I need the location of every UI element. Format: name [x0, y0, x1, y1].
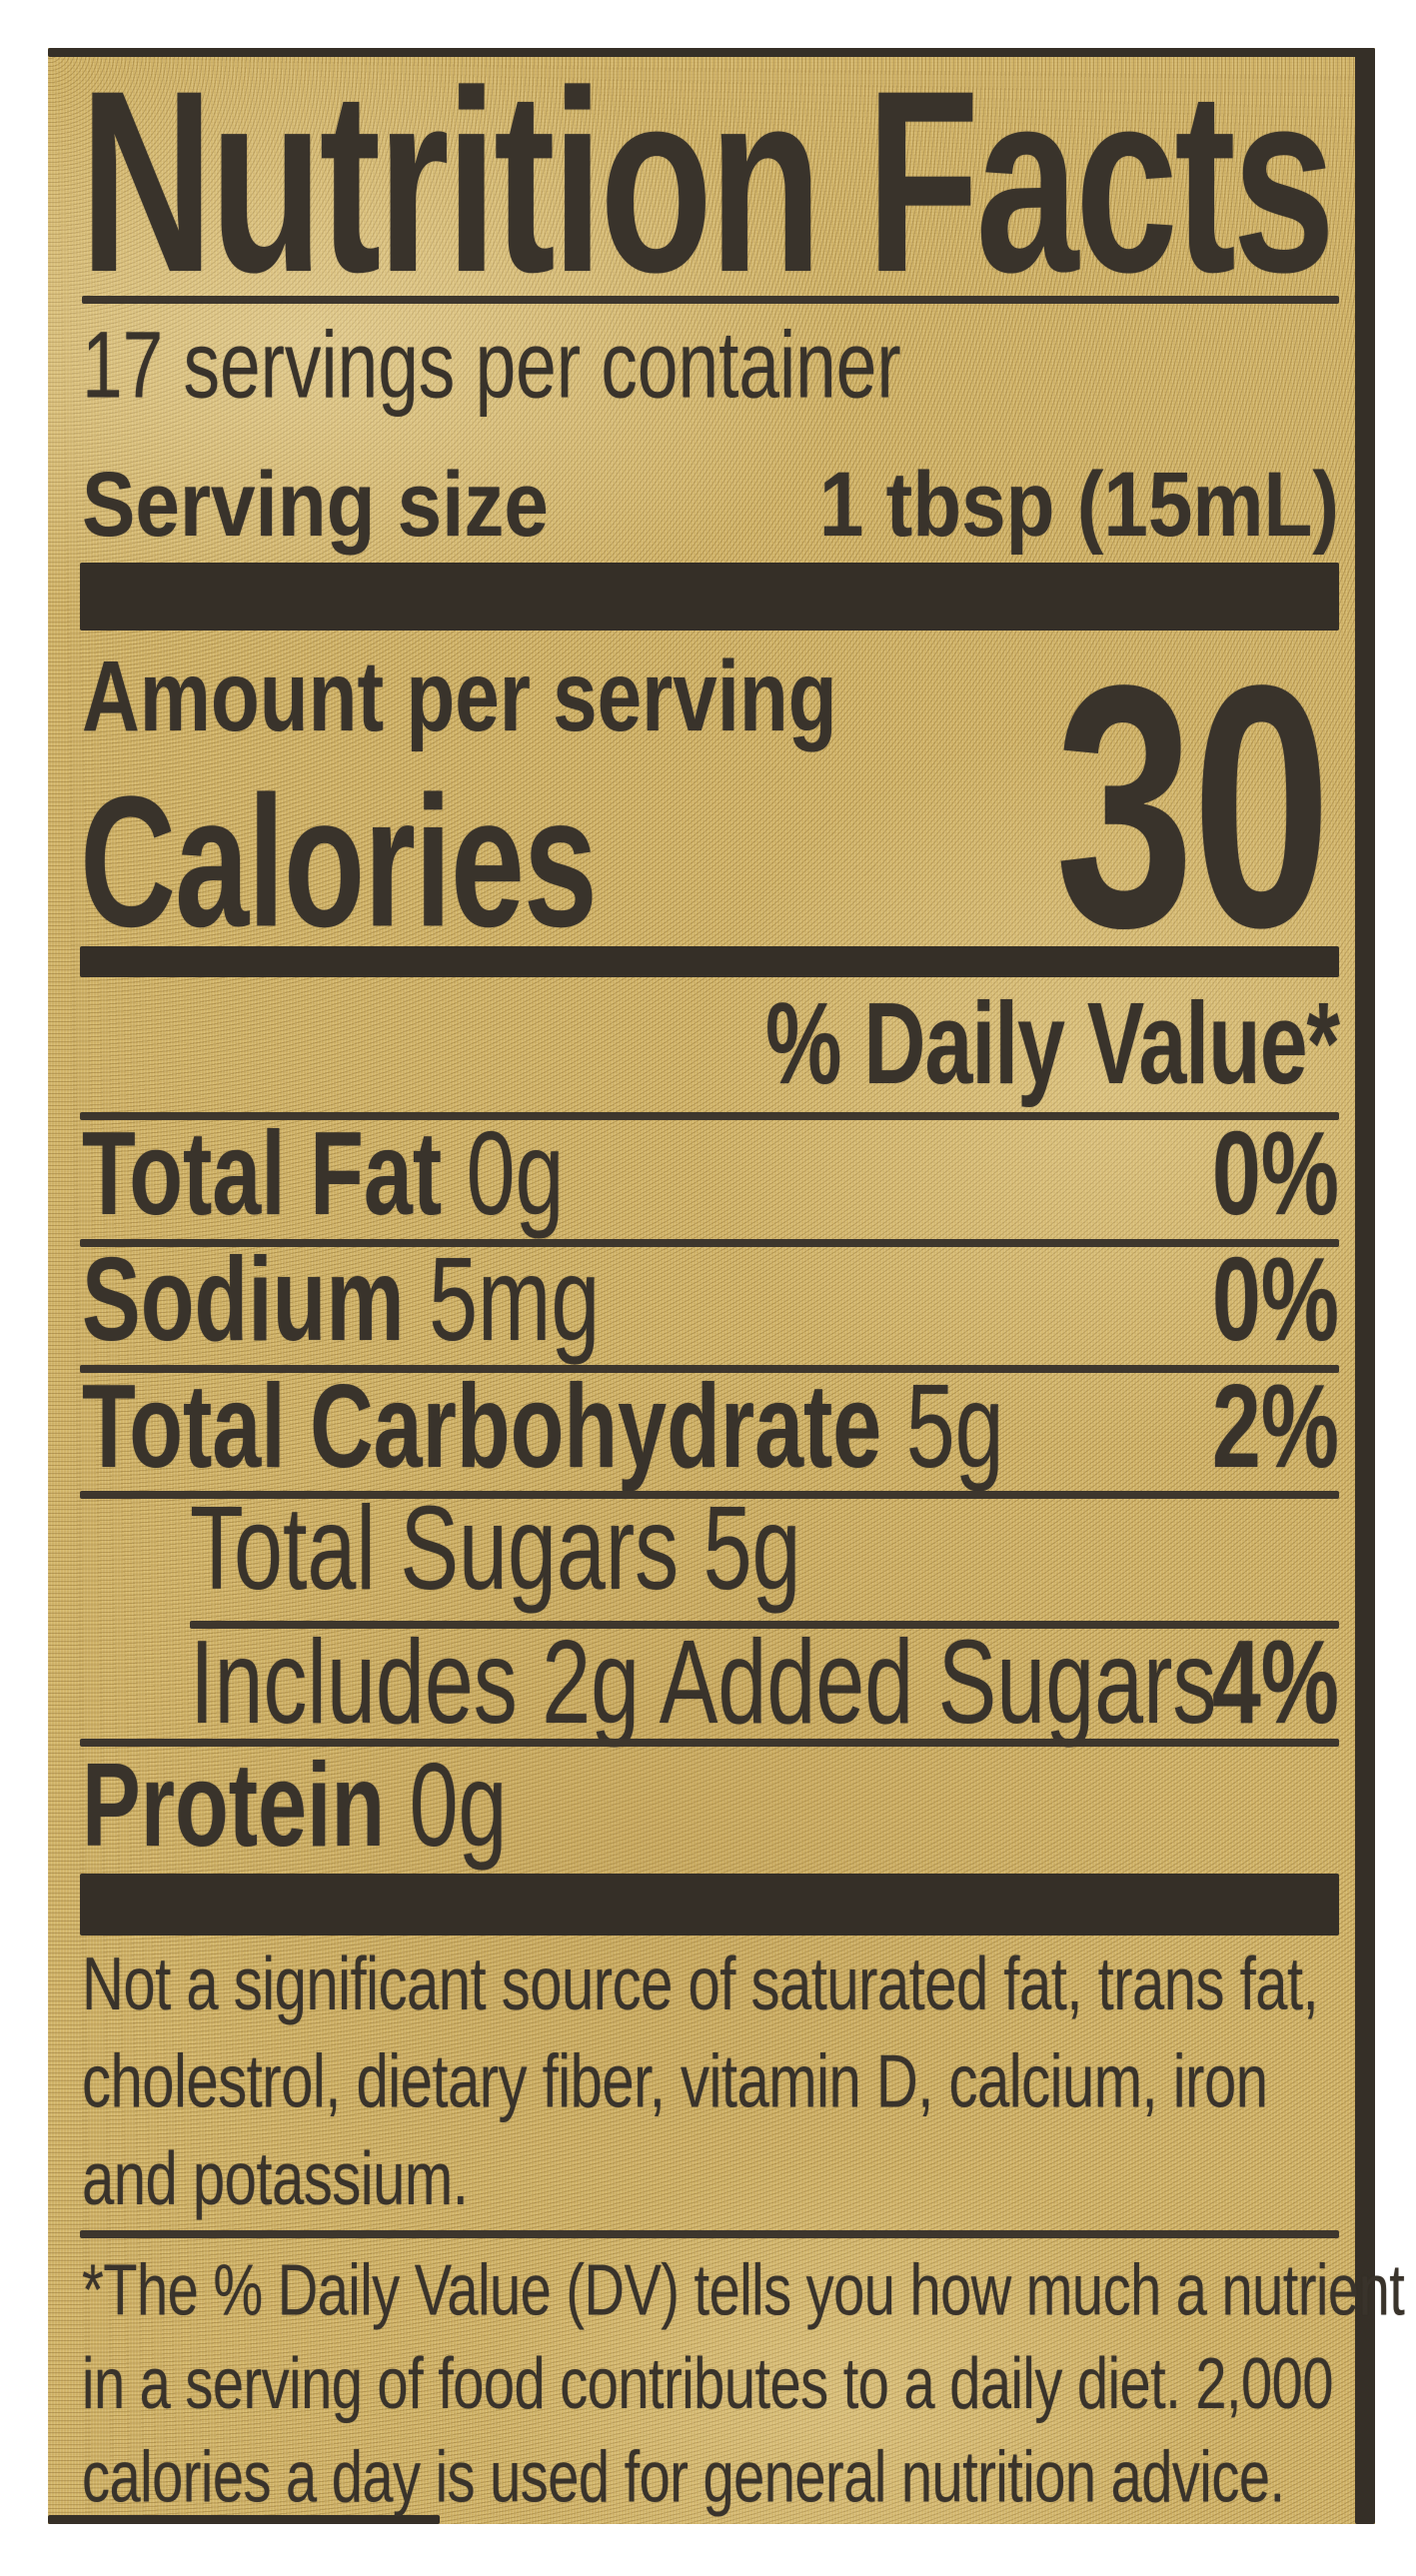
calories-value: 30	[1054, 614, 1331, 999]
label-right-edge	[1355, 48, 1375, 2524]
divider-daily-value	[80, 1112, 1339, 1120]
medium-divider-calories	[80, 946, 1339, 977]
nutrient-amount: 0g	[385, 1737, 508, 1872]
serving-size-value: 1 tbsp (15mL)	[818, 453, 1339, 556]
nutrient-name: Sodium	[82, 1231, 405, 1366]
thick-divider-top	[80, 563, 1339, 631]
thick-divider-bottom	[80, 1874, 1339, 1935]
footnote-line: Not a significant source of saturated fa…	[82, 1941, 1319, 2027]
footnote-line: *The % Daily Value (DV) tells you how mu…	[82, 2248, 1405, 2331]
nutrient-row-total-sugars: Total Sugars 5g	[190, 1480, 801, 1615]
nutrient-row-sodium: Sodium 5mg	[82, 1239, 600, 1359]
calories-label: Calories	[80, 758, 598, 966]
footnote-not-significant: Not a significant source of saturated fa…	[82, 1935, 1319, 2228]
nutrient-dv-sodium: 0%	[1211, 1231, 1339, 1366]
divider-sugars-indented	[190, 1621, 1339, 1629]
nutrient-row-protein: Protein 0g	[82, 1745, 508, 1865]
divider-row-3	[80, 1491, 1339, 1499]
footnote-line: and potassium.	[82, 2136, 469, 2222]
nutrient-amount: 0g	[442, 1105, 565, 1240]
label-background	[48, 48, 1375, 2524]
amount-per-serving-label: Amount per serving	[82, 640, 837, 751]
divider-footnotes	[80, 2230, 1339, 2238]
footnote-line: cholestrol, dietary fiber, vitamin D, ca…	[82, 2039, 1268, 2124]
nutrient-dv-total-carbohydrate: 2%	[1211, 1358, 1339, 1493]
nutrient-dv-added-sugars: 4%	[1211, 1614, 1339, 1749]
nutrient-row-total-fat: Total Fat 0g	[82, 1113, 564, 1233]
servings-per-container: 17 servings per container	[82, 312, 901, 419]
divider-row-1	[80, 1239, 1339, 1247]
nutrient-amount: 5mg	[404, 1231, 601, 1366]
nutrient-name: Total Fat	[82, 1105, 443, 1240]
nutrient-name: Protein	[82, 1737, 386, 1872]
label-title: Nutrition Facts	[80, 38, 1335, 327]
divider-under-title	[82, 296, 1339, 304]
divider-row-5	[80, 1739, 1339, 1747]
nutrient-row-total-carbohydrate: Total Carbohydrate 5g	[82, 1366, 1004, 1486]
nutrient-dv-total-fat: 0%	[1211, 1105, 1339, 1240]
nutrient-amount: 5g	[881, 1358, 1004, 1493]
divider-row-2	[80, 1365, 1339, 1373]
label-bottom-edge	[48, 2515, 440, 2524]
nutrient-row-added-sugars: Includes 2g Added Sugars	[190, 1614, 1217, 1749]
footnote-line: calories a day is used for general nutri…	[82, 2435, 1285, 2518]
nutrient-name: Total Carbohydrate	[82, 1358, 882, 1493]
serving-size-label: Serving size	[82, 453, 549, 556]
label-top-edge	[48, 48, 1375, 57]
daily-value-header: % Daily Value*	[765, 979, 1340, 1109]
footnote-line: in a serving of food contributes to a da…	[82, 2341, 1333, 2424]
footnote-daily-value: *The % Daily Value (DV) tells you how mu…	[82, 2243, 1405, 2524]
